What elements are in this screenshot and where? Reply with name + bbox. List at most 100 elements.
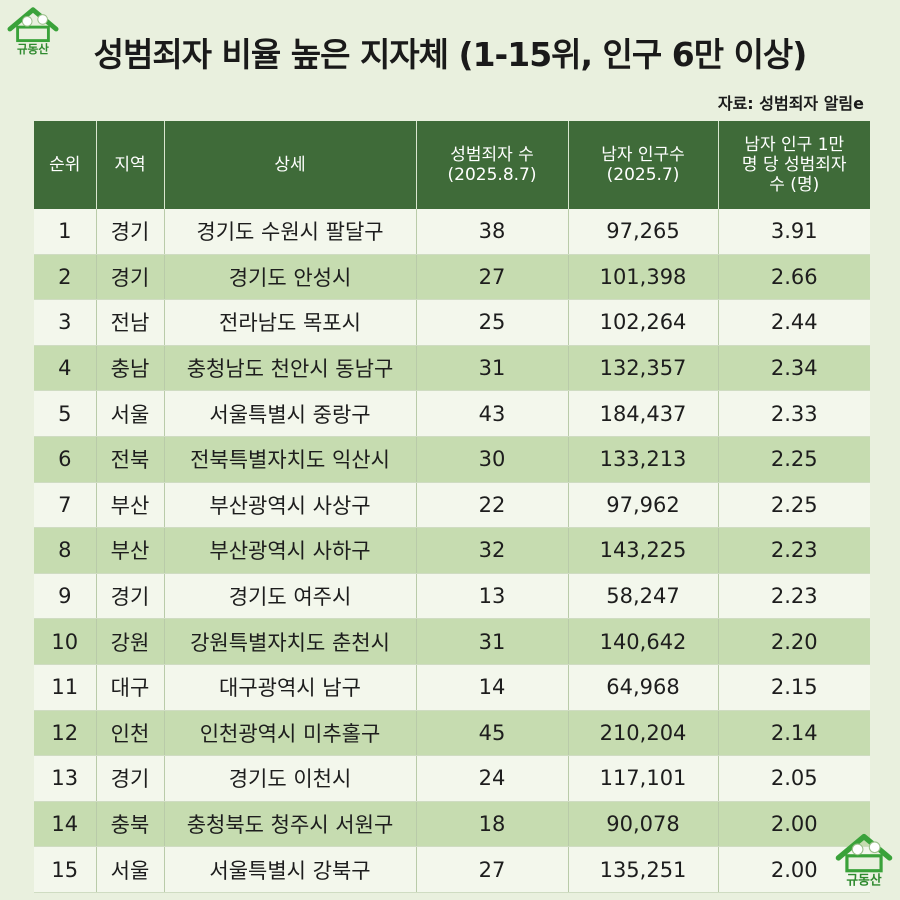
cell-detail: 경기도 이천시	[164, 755, 417, 802]
cell-count: 13	[416, 573, 569, 620]
cell-count: 22	[416, 482, 569, 529]
cell-rate: 3.91	[718, 209, 870, 255]
cell-population: 210,204	[568, 710, 719, 757]
cell-rate: 2.14	[718, 710, 870, 757]
cell-rate: 2.05	[718, 755, 870, 802]
cell-count: 38	[416, 209, 569, 255]
table-header: 순위 지역 상세 성범죄자 수 (2025.8.7) 남자 인구수 (2025.…	[34, 121, 870, 209]
table-row: 10 강원 강원특별자치도 춘천시 31 140,642 2.20	[34, 618, 870, 665]
cell-region: 서울	[96, 390, 165, 437]
cell-count: 45	[416, 710, 569, 757]
cell-region: 인천	[96, 710, 165, 757]
cell-population: 143,225	[568, 527, 719, 574]
cell-count: 32	[416, 527, 569, 574]
cell-detail: 강원특별자치도 춘천시	[164, 618, 417, 665]
cell-detail: 경기도 여주시	[164, 573, 417, 620]
table-row: 7 부산 부산광역시 사상구 22 97,962 2.25	[34, 482, 870, 529]
ranking-table: 순위 지역 상세 성범죄자 수 (2025.8.7) 남자 인구수 (2025.…	[34, 121, 870, 893]
header-region: 지역	[96, 121, 165, 209]
table-row: 6 전북 전북특별자치도 익산시 30 133,213 2.25	[34, 436, 870, 483]
cell-region: 서울	[96, 846, 165, 893]
cell-detail: 인천광역시 미추홀구	[164, 710, 417, 757]
header-offender-count: 성범죄자 수 (2025.8.7)	[416, 121, 569, 209]
cell-detail: 전라남도 목포시	[164, 299, 417, 346]
cell-count: 43	[416, 390, 569, 437]
cell-rank: 6	[34, 436, 97, 483]
cell-count: 31	[416, 345, 569, 392]
table-row: 8 부산 부산광역시 사하구 32 143,225 2.23	[34, 527, 870, 574]
cell-region: 대구	[96, 664, 165, 711]
cell-count: 24	[416, 755, 569, 802]
cell-detail: 충청북도 청주시 서원구	[164, 801, 417, 848]
cell-population: 90,078	[568, 801, 719, 848]
cell-rank: 4	[34, 345, 97, 392]
cell-detail: 전북특별자치도 익산시	[164, 436, 417, 483]
cell-population: 135,251	[568, 846, 719, 893]
table-row: 5 서울 서울특별시 중랑구 43 184,437 2.33	[34, 390, 870, 437]
cell-rate: 2.00	[718, 801, 870, 848]
house-logo-icon: 규동산	[835, 833, 893, 888]
cell-detail: 부산광역시 사상구	[164, 482, 417, 529]
table-row: 14 충북 충청북도 청주시 서원구 18 90,078 2.00	[34, 801, 870, 848]
cell-rank: 2	[34, 254, 97, 301]
cell-rate: 2.20	[718, 618, 870, 665]
cell-population: 184,437	[568, 390, 719, 437]
cell-rate: 2.25	[718, 436, 870, 483]
cell-rank: 15	[34, 846, 97, 893]
cell-detail: 경기도 안성시	[164, 254, 417, 301]
cell-detail: 부산광역시 사하구	[164, 527, 417, 574]
cell-count: 27	[416, 254, 569, 301]
cell-region: 경기	[96, 209, 165, 255]
table-row: 13 경기 경기도 이천시 24 117,101 2.05	[34, 755, 870, 802]
cell-count: 30	[416, 436, 569, 483]
cell-rank: 9	[34, 573, 97, 620]
brand-logo-bottom: 규동산	[832, 830, 896, 888]
cell-rate: 2.33	[718, 390, 870, 437]
cell-detail: 경기도 수원시 팔달구	[164, 209, 417, 255]
cell-population: 140,642	[568, 618, 719, 665]
cell-rank: 12	[34, 710, 97, 757]
header-male-population: 남자 인구수 (2025.7)	[568, 121, 719, 209]
cell-region: 경기	[96, 573, 165, 620]
cell-detail: 서울특별시 중랑구	[164, 390, 417, 437]
cell-rank: 3	[34, 299, 97, 346]
cell-count: 27	[416, 846, 569, 893]
cell-detail: 대구광역시 남구	[164, 664, 417, 711]
table-row: 15 서울 서울특별시 강북구 27 135,251 2.00	[34, 846, 870, 893]
cell-rank: 11	[34, 664, 97, 711]
cell-rank: 10	[34, 618, 97, 665]
table-row: 11 대구 대구광역시 남구 14 64,968 2.15	[34, 664, 870, 711]
cell-detail: 서울특별시 강북구	[164, 846, 417, 893]
table-row: 4 충남 충청남도 천안시 동남구 31 132,357 2.34	[34, 345, 870, 392]
cell-population: 133,213	[568, 436, 719, 483]
cell-region: 전북	[96, 436, 165, 483]
cell-region: 부산	[96, 527, 165, 574]
table-row: 12 인천 인천광역시 미추홀구 45 210,204 2.14	[34, 710, 870, 757]
cell-rate: 2.44	[718, 299, 870, 346]
cell-count: 14	[416, 664, 569, 711]
ranking-table-container: 순위 지역 상세 성범죄자 수 (2025.8.7) 남자 인구수 (2025.…	[34, 121, 870, 893]
source-note: 자료: 성범죄자 알림e	[717, 94, 864, 113]
cell-population: 102,264	[568, 299, 719, 346]
cell-rank: 5	[34, 390, 97, 437]
cell-rank: 7	[34, 482, 97, 529]
cell-population: 97,962	[568, 482, 719, 529]
cell-rank: 1	[34, 209, 97, 255]
table-row: 9 경기 경기도 여주시 13 58,247 2.23	[34, 573, 870, 620]
header-rank: 순위	[34, 121, 97, 209]
table-row: 3 전남 전라남도 목포시 25 102,264 2.44	[34, 299, 870, 346]
cell-rank: 13	[34, 755, 97, 802]
cell-rate: 2.15	[718, 664, 870, 711]
cell-region: 충북	[96, 801, 165, 848]
cell-population: 101,398	[568, 254, 719, 301]
cell-region: 전남	[96, 299, 165, 346]
cell-region: 충남	[96, 345, 165, 392]
cell-rate: 2.66	[718, 254, 870, 301]
cell-population: 132,357	[568, 345, 719, 392]
cell-count: 31	[416, 618, 569, 665]
logo-text: 규동산	[17, 42, 49, 56]
cell-region: 경기	[96, 254, 165, 301]
cell-rate: 2.23	[718, 527, 870, 574]
header-rate: 남자 인구 1만 명 당 성범죄자 수 (명)	[718, 121, 870, 209]
cell-detail: 충청남도 천안시 동남구	[164, 345, 417, 392]
